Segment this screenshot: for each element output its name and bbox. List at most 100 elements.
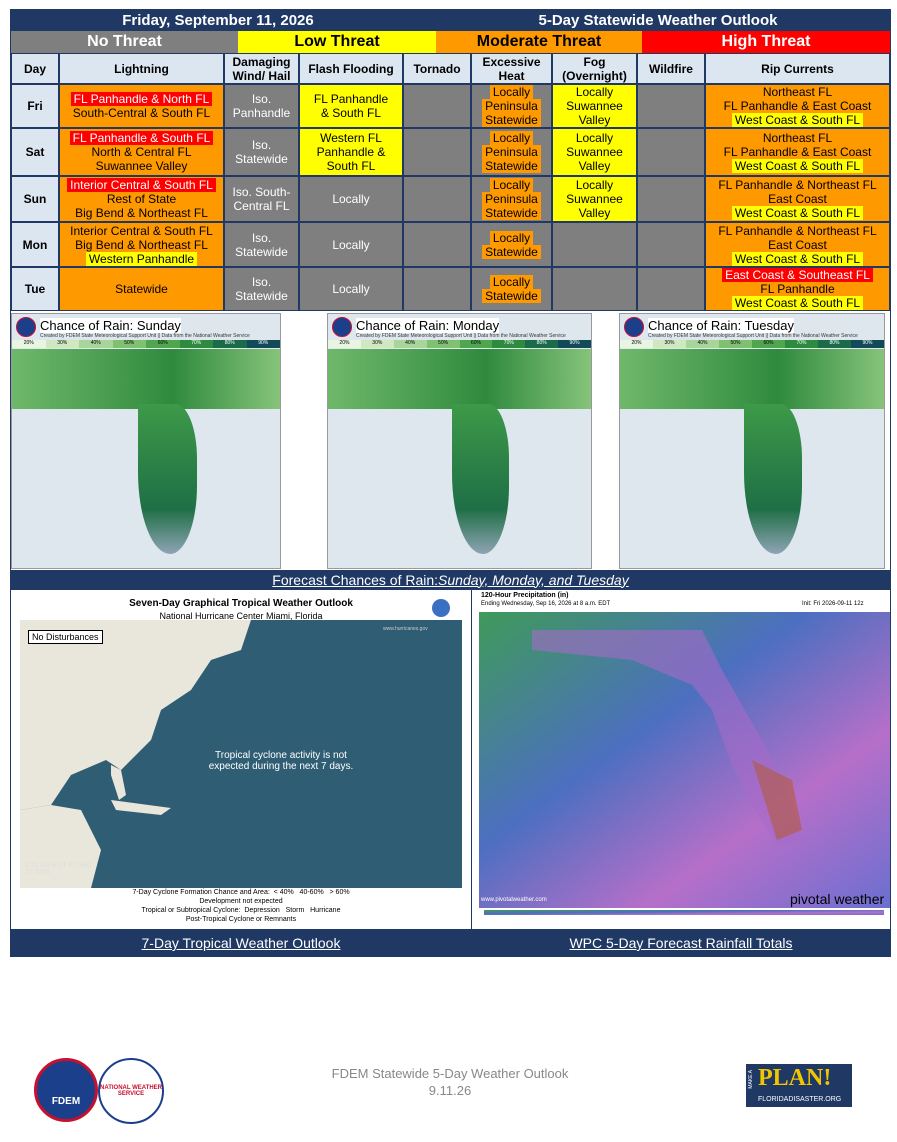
cell-line: Suwannee [566,99,623,113]
tropical-map [20,599,462,928]
cell-line: & South FL [320,106,382,120]
nws-text: NATIONAL WEATHER SERVICE [100,1085,162,1097]
header-text: Wildfire [649,61,693,76]
land [620,349,884,409]
logo [332,317,352,337]
threat-level: No Threat [11,31,238,53]
column-header: Flash Flooding [299,53,403,84]
scale-step: 70% [492,340,526,348]
threat-cell: Locally Suwannee Valley [552,176,637,222]
scale-step: 70% [179,340,213,348]
legend-line: Tropical or Subtropical Cyclone: Depress… [141,907,341,914]
cell-line: Statewide [235,152,288,166]
day: Fri [11,84,59,128]
column-header: Wildfire [637,53,705,84]
date: Friday, September 11, 2026 [11,10,425,31]
cell-line: FL Panhandle & Northeast FL [718,223,877,238]
cell-line: Iso. [251,92,272,106]
cell-line: Panhandle [232,106,291,120]
cell-line: Locally [575,178,614,192]
cell-line: Iso. [251,275,272,289]
highlight-line: Peninsula [482,99,541,113]
scale-bar [484,910,884,915]
cell-line: East Coast [768,237,827,252]
threat-cell: Iso. Panhandle [224,84,299,128]
threat-cell: Locally Statewide [471,267,552,311]
cell-line: Suwannee [566,145,623,159]
cell-line: FL Panhandle & Northeast FL [718,178,877,192]
threat-cell: Locally Suwannee Valley [552,84,637,128]
land [20,805,101,888]
rain-website: www.pivotalweather.com [481,897,547,903]
cell-line: Iso. [251,230,272,245]
scale-step: 50% [112,340,146,348]
cell-line: Statewide [115,282,168,296]
threat-cell: East Coast & Southeast FL FL Panhandle Wes… [705,267,890,311]
threat-cell: Northeast FL FL Panhandle & East Coast Wes… [705,128,890,176]
threat-cell: Locally [299,222,403,267]
header-text: Fog (Overnight) [562,54,627,83]
column-header: Damaging Wind/ Hail [224,53,299,84]
cell-line: Big Bend & Northeast FL [75,206,208,220]
highlight-line: Locally [489,178,534,192]
cell-line: Western FL [320,131,382,145]
rainfall-caption: WPC 5-Day Forecast Rainfall Totals [472,930,890,956]
threat-cell: Statewide [59,267,224,311]
day: Mon [11,222,59,267]
scale: 20% 30% 40% 50% 60% 70% 80% 90% [328,340,591,348]
footer-date: 9.11.26 [428,1083,472,1098]
fdem-text: FDEM [51,1096,81,1107]
cell-line: South FL [326,159,376,173]
threat-cell: Locally Peninsula Statewide [471,128,552,176]
day: Tue [11,267,59,311]
scale-step: 40% [79,340,113,348]
cell-line: Valley [578,206,611,220]
rain-subtitle: Ending Wednesday, Sep 16, 2026 at 8 a.m.… [481,601,611,607]
threat-cell: Interior Central & South FL Big Bend & No… [59,222,224,267]
threat-cell [637,84,705,128]
highlight-line: Statewide [482,159,541,173]
cell-line: Locally [332,237,370,252]
map-credit: Created by FDEM State Meteorological Sup… [356,333,566,339]
highlight-line: Locally [489,275,534,289]
rainfall-panel: 120-Hour Precipitation (in) Ending Wedne… [472,590,890,929]
header-text: Flash Flooding [308,61,394,76]
threat-cell [403,176,471,222]
cell-line: Locally [332,282,370,296]
florida [111,765,126,800]
highlight-line: West Coast & South FL [731,206,864,220]
highlight-line: Statewide [482,244,541,259]
highlight-line: West Coast & South FL [731,296,864,310]
threat-cell [403,267,471,311]
map-title: Chance of Rain: Tuesday [648,318,794,333]
highlight-line: Locally [489,131,534,145]
rain-map: Chance of Rain: Sunday Created by FDEM St… [11,313,281,569]
cell-line: FL Panhandle & East Coast [723,145,872,159]
header-text: Lightning [114,61,169,76]
threat-cell: Locally Peninsula Statewide [471,176,552,222]
peninsula [451,404,510,554]
column-header: Tornado [403,53,471,84]
map-title: Chance of Rain: Sunday [40,318,181,333]
threat-cell: Locally Suwannee Valley [552,128,637,176]
plan-top: MAKE A [748,1070,754,1089]
highlight-line: FL Panhandle & North FL [70,92,213,106]
threat-cell [552,267,637,311]
scale-step: 90% [851,340,884,348]
highlight-line: West Coast & South FL [731,113,864,127]
logo [624,317,644,337]
cell-line: Suwannee [566,192,623,206]
threat-cell [403,84,471,128]
cell-line: Northeast FL [762,131,833,145]
nws-logo: NATIONAL WEATHER SERVICE [98,1058,164,1124]
highlight-line: East Coast & Southeast FL [722,268,873,282]
cell-line: FL Panhandle [760,282,835,296]
scale-step: 50% [719,340,752,348]
rain-title: 120-Hour Precipitation (in) [481,592,569,599]
scale-step: 60% [459,340,493,348]
cell-line: Valley [578,113,611,127]
caption-italic: Sunday, Monday, and Tuesday [438,571,629,588]
threat-cell: Locally [299,176,403,222]
tropical-legend: 7-Day Cyclone Formation Chance and Area:… [11,888,471,924]
highlight-line: Peninsula [482,192,541,206]
